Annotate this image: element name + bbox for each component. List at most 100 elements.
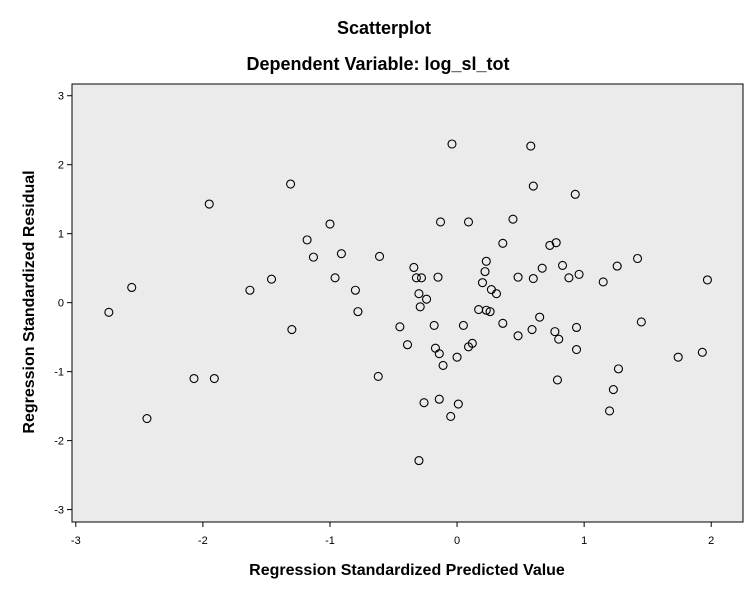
data-point <box>481 256 491 266</box>
y-tick-label: -1 <box>54 367 64 379</box>
x-axis: -3 -2 -1 0 1 2 <box>71 522 714 547</box>
data-point <box>528 273 538 284</box>
data-point <box>551 238 561 248</box>
data-point <box>287 325 297 335</box>
data-point <box>204 199 214 209</box>
data-point <box>491 289 502 299</box>
data-point <box>632 253 643 264</box>
data-point <box>480 267 490 277</box>
data-point <box>325 219 335 229</box>
chart-subtitle: Dependent Variable: log_sl_tot <box>246 54 509 74</box>
data-point <box>266 274 277 284</box>
data-point <box>435 217 446 227</box>
data-point <box>613 364 624 374</box>
data-point <box>550 327 560 337</box>
data-point <box>414 456 424 466</box>
data-point <box>409 262 419 273</box>
x-tick-label: -1 <box>325 535 335 547</box>
data-points <box>104 139 712 466</box>
data-point <box>419 398 429 408</box>
data-point <box>308 252 319 262</box>
x-tick-label: 1 <box>581 535 587 547</box>
data-point <box>537 263 547 273</box>
x-tick-label: -3 <box>71 535 81 547</box>
data-point <box>373 371 383 382</box>
data-point <box>552 375 563 385</box>
plot-area <box>71 83 744 523</box>
data-point <box>395 322 405 332</box>
data-point <box>127 282 137 293</box>
y-tick-label: 0 <box>58 298 64 310</box>
data-point <box>527 325 537 335</box>
data-point <box>557 260 568 270</box>
data-point <box>513 331 523 341</box>
data-point <box>104 307 114 317</box>
x-tick-label: 0 <box>454 535 460 547</box>
data-point <box>353 307 363 317</box>
chart-title: Scatterplot <box>337 18 431 38</box>
data-point <box>422 294 432 304</box>
data-point <box>452 352 462 362</box>
data-point <box>416 273 427 283</box>
data-point <box>434 349 444 359</box>
data-point <box>608 385 618 395</box>
data-point <box>481 305 491 315</box>
data-point <box>286 179 296 189</box>
data-point <box>535 312 545 322</box>
data-point <box>673 352 683 362</box>
data-point <box>374 251 385 261</box>
data-point <box>453 399 463 409</box>
data-point <box>574 269 584 279</box>
y-tick-label: -2 <box>54 436 64 448</box>
data-point <box>245 285 255 295</box>
data-point <box>564 273 574 283</box>
y-tick-label: -3 <box>54 505 64 517</box>
data-point <box>189 373 199 384</box>
data-point <box>434 394 444 404</box>
data-point <box>636 317 646 327</box>
y-tick-label: 3 <box>58 91 64 103</box>
data-point <box>612 261 622 271</box>
x-tick-label: 2 <box>708 535 714 547</box>
data-point <box>433 272 443 282</box>
data-point <box>302 235 312 245</box>
data-point <box>508 214 518 224</box>
data-point <box>702 275 712 285</box>
y-axis: -3 -2 -1 0 1 2 3 <box>54 91 72 517</box>
data-point <box>477 278 488 288</box>
data-point <box>330 273 340 283</box>
y-axis-label: Regression Standardized Residual <box>21 170 38 433</box>
data-point <box>142 413 152 424</box>
data-point <box>414 289 424 299</box>
data-point <box>429 320 439 330</box>
x-axis-label: Regression Standardized Predicted Value <box>249 562 565 579</box>
data-point <box>571 322 582 333</box>
data-point <box>554 334 564 344</box>
data-point <box>402 340 413 350</box>
data-point <box>415 302 425 312</box>
data-point <box>526 141 536 151</box>
data-point <box>447 139 457 149</box>
x-tick-label: -2 <box>198 535 208 547</box>
data-point <box>571 345 582 355</box>
data-point <box>209 373 219 384</box>
data-point <box>485 307 495 317</box>
data-point <box>446 411 456 422</box>
data-point <box>467 338 477 348</box>
y-tick-label: 1 <box>58 229 64 241</box>
data-point <box>336 249 346 259</box>
data-point <box>350 285 360 295</box>
y-tick-label: 2 <box>58 160 64 172</box>
data-point <box>697 347 707 357</box>
data-point <box>463 217 474 227</box>
data-point <box>498 238 508 248</box>
data-point <box>545 240 555 250</box>
data-point <box>605 406 615 416</box>
data-point <box>498 318 508 328</box>
data-point <box>570 189 580 199</box>
data-point <box>598 277 608 287</box>
data-point <box>411 273 421 283</box>
data-point <box>438 360 448 370</box>
